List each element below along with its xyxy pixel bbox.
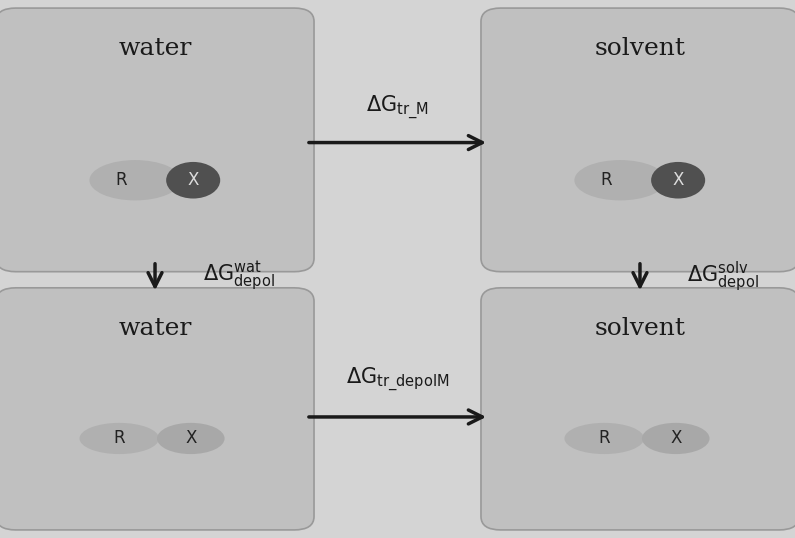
FancyBboxPatch shape bbox=[0, 8, 314, 272]
Text: water: water bbox=[118, 37, 192, 60]
Text: solvent: solvent bbox=[595, 37, 685, 60]
Text: R: R bbox=[601, 171, 612, 189]
Text: $\Delta$G$^{\mathrm{solv}}_{\mathrm{depol}}$: $\Delta$G$^{\mathrm{solv}}_{\mathrm{depo… bbox=[688, 260, 759, 294]
Ellipse shape bbox=[89, 160, 181, 200]
Ellipse shape bbox=[642, 423, 710, 454]
Text: $\Delta$G$_{\mathrm{tr\_depolM}}$: $\Delta$G$_{\mathrm{tr\_depolM}}$ bbox=[346, 365, 449, 393]
Text: $\Delta$G$^{\mathrm{wat}}_{\mathrm{depol}}$: $\Delta$G$^{\mathrm{wat}}_{\mathrm{depol… bbox=[203, 260, 274, 294]
Ellipse shape bbox=[166, 162, 220, 199]
Text: water: water bbox=[118, 317, 192, 339]
Text: R: R bbox=[116, 171, 127, 189]
Ellipse shape bbox=[574, 160, 665, 200]
FancyBboxPatch shape bbox=[0, 288, 314, 530]
Text: R: R bbox=[114, 429, 125, 448]
Text: solvent: solvent bbox=[595, 317, 685, 339]
Ellipse shape bbox=[651, 162, 705, 199]
Text: $\Delta$G$_{\mathrm{tr\_M}}$: $\Delta$G$_{\mathrm{tr\_M}}$ bbox=[366, 94, 429, 122]
FancyBboxPatch shape bbox=[481, 8, 795, 272]
Ellipse shape bbox=[80, 423, 159, 454]
FancyBboxPatch shape bbox=[481, 288, 795, 530]
Text: X: X bbox=[670, 429, 681, 448]
Ellipse shape bbox=[564, 423, 644, 454]
Text: X: X bbox=[673, 171, 684, 189]
Ellipse shape bbox=[157, 423, 224, 454]
Text: X: X bbox=[185, 429, 196, 448]
Text: X: X bbox=[188, 171, 199, 189]
Text: R: R bbox=[599, 429, 610, 448]
